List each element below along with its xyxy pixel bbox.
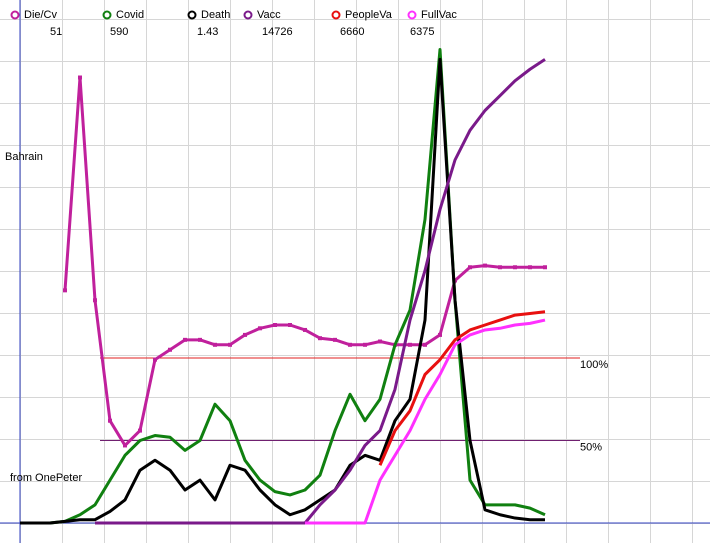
- legend-label: Death: [201, 9, 230, 21]
- series-marker: [483, 263, 487, 268]
- legend-value: 6375: [410, 26, 434, 38]
- series-marker: [153, 357, 157, 362]
- series-marker: [123, 443, 127, 448]
- legend-value: 590: [110, 26, 128, 38]
- series-marker: [288, 323, 292, 327]
- legend-value: 1.43: [197, 26, 218, 38]
- annotation: from OnePeter: [10, 472, 82, 484]
- legend-value: 51: [50, 26, 62, 38]
- series-marker: [213, 342, 217, 347]
- annotation: Bahrain: [5, 151, 43, 163]
- legend-marker: [10, 10, 20, 20]
- series-marker: [198, 337, 202, 342]
- series-marker: [228, 342, 232, 347]
- legend-label: Die/Cv: [24, 9, 58, 21]
- legend-marker: [331, 10, 341, 20]
- series-marker: [513, 265, 517, 270]
- series-marker: [78, 75, 82, 80]
- series-line: [305, 318, 546, 525]
- series-line: [63, 76, 545, 447]
- series-marker: [468, 265, 472, 270]
- series-marker: [378, 339, 382, 344]
- series-line: [95, 58, 546, 525]
- reference-label: 100%: [580, 359, 608, 371]
- series-marker: [93, 298, 97, 303]
- series-marker: [258, 326, 262, 331]
- legend-marker: [187, 10, 197, 20]
- series-marker: [438, 332, 442, 337]
- series-marker: [528, 265, 532, 270]
- series-marker: [108, 418, 112, 423]
- series-marker: [168, 347, 172, 352]
- series-marker: [273, 323, 277, 327]
- series-marker: [243, 332, 247, 337]
- series-marker: [318, 336, 322, 341]
- reference-label: 50%: [580, 441, 602, 453]
- series-line: [378, 310, 546, 466]
- series-marker: [408, 342, 412, 347]
- series-marker: [183, 337, 187, 342]
- series-marker: [348, 342, 352, 347]
- series-marker: [363, 342, 367, 347]
- series-line: [20, 47, 546, 525]
- legend-label: Covid: [116, 9, 144, 21]
- series-marker: [63, 288, 67, 293]
- legend-marker: [407, 10, 417, 20]
- legend-label: PeopleVa: [345, 9, 393, 21]
- series-marker: [138, 428, 142, 433]
- legend-marker: [102, 10, 112, 20]
- series-marker: [498, 265, 502, 270]
- legend-marker: [243, 10, 253, 20]
- series-line: [20, 57, 545, 525]
- series-marker: [333, 337, 337, 342]
- legend-label: FullVac: [421, 9, 457, 21]
- series-marker: [543, 265, 547, 270]
- series-marker: [423, 342, 427, 347]
- legend-label: Vacc: [257, 9, 281, 21]
- legend-value: 6660: [340, 26, 364, 38]
- legend-value: 14726: [262, 26, 293, 38]
- series-marker: [303, 327, 307, 332]
